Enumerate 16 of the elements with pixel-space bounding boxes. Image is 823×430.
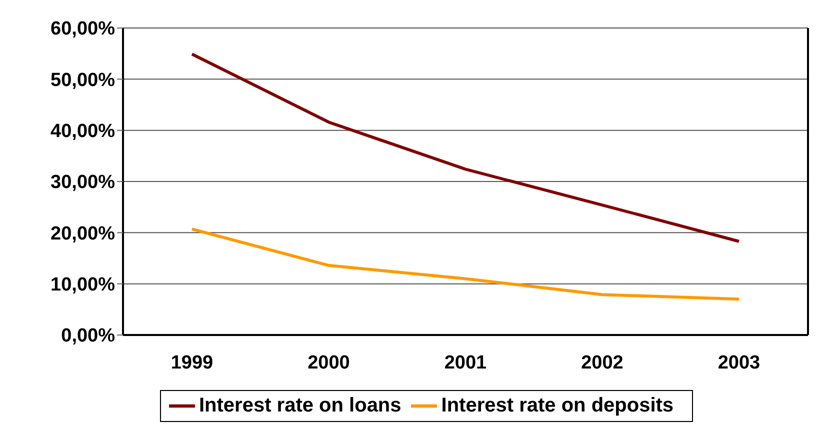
line-series bbox=[190, 52, 740, 243]
line-series bbox=[190, 228, 740, 301]
y-tick-label: 10,00% bbox=[50, 274, 116, 296]
y-tick-label: 60,00% bbox=[50, 18, 116, 40]
x-tick-label: 2000 bbox=[308, 352, 350, 374]
y-tick-label: 20,00% bbox=[50, 223, 116, 244]
x-tick-label: 2001 bbox=[444, 352, 488, 374]
x-tick-label: 2003 bbox=[718, 352, 760, 374]
x-tick-label: 2002 bbox=[581, 352, 624, 374]
y-tick-label: 30,00% bbox=[50, 172, 116, 194]
y-tick-label: 0,00% bbox=[61, 326, 116, 347]
legend-label: Interest rate on deposits bbox=[441, 394, 674, 416]
y-tick-label: 50,00% bbox=[50, 70, 116, 91]
legend-label: Interest rate on loans bbox=[199, 394, 402, 416]
y-tick-label: 40,00% bbox=[50, 121, 116, 142]
x-tick-label: 1999 bbox=[170, 352, 214, 374]
